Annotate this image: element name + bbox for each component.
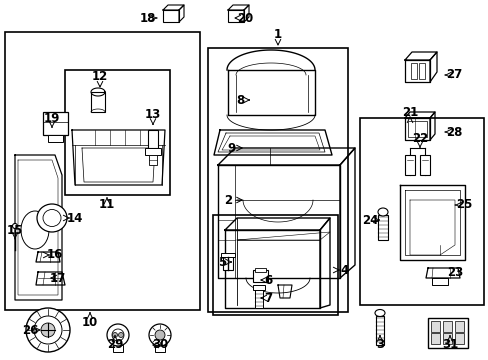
Bar [148, 130, 158, 148]
Text: 24: 24 [361, 213, 377, 226]
Text: 14: 14 [67, 211, 83, 225]
Bar [442, 321, 451, 332]
Bar [404, 155, 414, 175]
Ellipse shape [374, 310, 384, 316]
Bar [48, 135, 63, 142]
Bar [149, 155, 157, 165]
Text: 9: 9 [227, 141, 236, 154]
Text: 26: 26 [22, 324, 38, 337]
Text: 17: 17 [50, 271, 66, 284]
Bar [410, 63, 416, 79]
Bar [359, 118, 483, 305]
Circle shape [155, 330, 164, 340]
Text: 25: 25 [455, 198, 471, 211]
Circle shape [41, 323, 55, 337]
Text: 30: 30 [152, 338, 168, 351]
Bar [252, 285, 264, 290]
Bar [427, 318, 467, 348]
Text: 20: 20 [236, 12, 253, 24]
Text: 1: 1 [273, 28, 282, 41]
Bar [375, 316, 383, 345]
Text: 22: 22 [411, 131, 427, 144]
Text: 16: 16 [47, 248, 63, 261]
Text: 8: 8 [235, 94, 244, 107]
Text: 19: 19 [44, 112, 60, 125]
Circle shape [118, 333, 123, 338]
Bar [113, 345, 123, 352]
Bar [91, 92, 105, 112]
Text: 11: 11 [99, 198, 115, 211]
Ellipse shape [377, 208, 387, 216]
Text: 28: 28 [445, 126, 461, 139]
Bar [430, 321, 439, 332]
Bar [419, 155, 429, 175]
Circle shape [112, 329, 124, 341]
Bar [227, 10, 244, 22]
Circle shape [149, 324, 171, 346]
Ellipse shape [37, 204, 67, 232]
Circle shape [26, 308, 70, 352]
Circle shape [34, 316, 62, 344]
Bar [252, 270, 267, 282]
Circle shape [107, 324, 129, 346]
Bar [430, 333, 439, 344]
Bar [213, 215, 337, 315]
Bar [207, 48, 347, 312]
Bar [254, 288, 263, 308]
Text: 23: 23 [446, 266, 462, 279]
Bar [418, 63, 424, 79]
Bar [43, 112, 68, 135]
Text: 5: 5 [218, 256, 225, 269]
Text: 29: 29 [106, 338, 123, 351]
Bar [454, 321, 463, 332]
Bar [442, 333, 451, 344]
Ellipse shape [43, 210, 61, 226]
Text: 12: 12 [92, 71, 108, 84]
Bar [407, 121, 426, 137]
Bar [221, 253, 235, 257]
Bar [5, 32, 200, 310]
Text: 4: 4 [340, 264, 348, 276]
Text: 13: 13 [144, 108, 161, 122]
Bar [163, 10, 179, 22]
Bar [377, 215, 387, 240]
Bar [145, 148, 161, 155]
Text: 6: 6 [264, 274, 271, 287]
Bar [454, 333, 463, 344]
Circle shape [112, 333, 117, 338]
Text: 21: 21 [401, 105, 417, 118]
Bar [65, 70, 170, 195]
Bar [223, 255, 232, 270]
Text: 27: 27 [445, 68, 461, 81]
Text: 10: 10 [81, 315, 98, 328]
Ellipse shape [13, 224, 18, 229]
Bar [254, 268, 265, 272]
Text: 31: 31 [441, 338, 457, 351]
Text: 18: 18 [140, 12, 156, 24]
Text: 7: 7 [264, 292, 271, 305]
Text: 2: 2 [224, 194, 232, 207]
Text: 15: 15 [7, 224, 23, 237]
Text: 3: 3 [375, 338, 383, 351]
Bar [155, 345, 164, 352]
